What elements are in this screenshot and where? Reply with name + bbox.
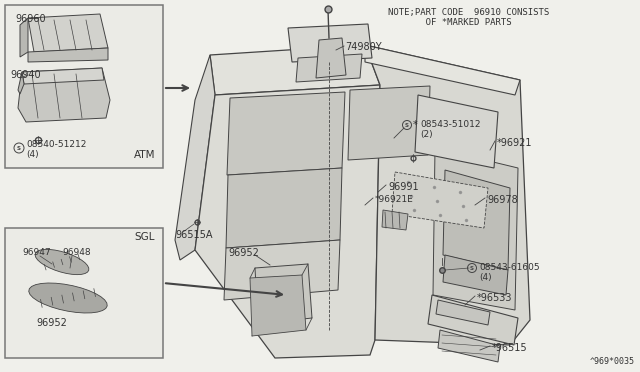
Text: S: S <box>405 122 409 128</box>
Text: ATM: ATM <box>134 150 155 160</box>
Text: 96952: 96952 <box>228 248 259 258</box>
Polygon shape <box>443 255 508 295</box>
Polygon shape <box>210 45 380 95</box>
Polygon shape <box>250 275 306 336</box>
Text: *96921E: *96921E <box>375 195 413 204</box>
Text: 08543-51012: 08543-51012 <box>420 120 481 129</box>
Text: (4): (4) <box>26 150 38 158</box>
Polygon shape <box>18 68 110 122</box>
Polygon shape <box>28 14 108 52</box>
Text: *96515: *96515 <box>492 343 527 353</box>
Text: S: S <box>17 145 21 151</box>
Polygon shape <box>438 330 500 362</box>
Text: *96921: *96921 <box>497 138 532 148</box>
Polygon shape <box>433 148 518 310</box>
Polygon shape <box>22 68 104 84</box>
Polygon shape <box>224 240 340 300</box>
Text: OF *MARKED PARTS: OF *MARKED PARTS <box>388 18 511 27</box>
Text: 96991: 96991 <box>388 182 419 192</box>
Polygon shape <box>29 283 108 313</box>
Text: 96515A: 96515A <box>175 230 212 240</box>
Polygon shape <box>365 45 530 345</box>
Polygon shape <box>436 300 490 325</box>
Polygon shape <box>382 210 408 230</box>
Text: NOTE;PART CODE  96910 CONSISTS: NOTE;PART CODE 96910 CONSISTS <box>388 8 549 17</box>
Text: (4): (4) <box>479 273 492 282</box>
Bar <box>5 228 163 358</box>
Text: 74980Y: 74980Y <box>345 42 381 52</box>
Polygon shape <box>28 48 108 62</box>
Polygon shape <box>226 168 342 248</box>
Polygon shape <box>428 295 518 345</box>
Polygon shape <box>316 38 346 78</box>
Polygon shape <box>18 72 24 94</box>
Text: 96940: 96940 <box>10 70 40 80</box>
Polygon shape <box>443 170 510 270</box>
Polygon shape <box>365 45 520 95</box>
Text: 96978: 96978 <box>487 195 518 205</box>
Text: 96952: 96952 <box>36 318 67 328</box>
Polygon shape <box>288 24 372 62</box>
Polygon shape <box>415 95 498 168</box>
Polygon shape <box>35 249 89 275</box>
Text: *: * <box>413 120 418 130</box>
Text: 96960: 96960 <box>15 14 45 24</box>
Text: 96948: 96948 <box>62 248 91 257</box>
Polygon shape <box>296 54 362 82</box>
Text: S: S <box>470 266 474 270</box>
Polygon shape <box>175 55 215 260</box>
Polygon shape <box>255 264 312 324</box>
Polygon shape <box>20 18 28 57</box>
Text: ^969*0035: ^969*0035 <box>590 357 635 366</box>
Text: 08540-51212: 08540-51212 <box>26 140 86 148</box>
Polygon shape <box>227 92 345 175</box>
Bar <box>5 5 163 168</box>
Text: SGL: SGL <box>134 232 155 242</box>
Polygon shape <box>348 86 430 160</box>
Text: 08543-61605: 08543-61605 <box>479 263 540 272</box>
Text: (2): (2) <box>420 130 433 139</box>
Text: 96947: 96947 <box>22 248 51 257</box>
Text: *96533: *96533 <box>477 293 513 303</box>
Polygon shape <box>392 172 488 228</box>
Polygon shape <box>195 85 380 358</box>
